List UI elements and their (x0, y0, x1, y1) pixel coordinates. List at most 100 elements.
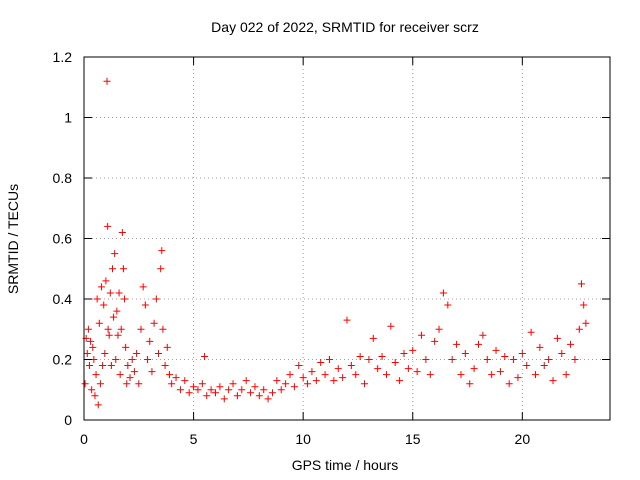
data-point-plus (95, 319, 103, 327)
data-point-plus (157, 265, 165, 273)
data-point-plus (159, 325, 167, 333)
data-point-plus (190, 383, 198, 391)
data-point-plus (118, 228, 126, 236)
data-point-plus (85, 362, 93, 370)
data-point-plus (100, 301, 108, 309)
data-point-plus (122, 343, 130, 351)
data-point-plus (400, 349, 408, 357)
y-tick-label: 0.6 (53, 231, 73, 247)
data-point-plus (361, 380, 369, 388)
data-point-plus (133, 349, 141, 357)
data-point-plus (268, 389, 276, 397)
chart-title: Day 022 of 2022, SRMTID for receiver scr… (211, 19, 479, 35)
data-point-plus (501, 352, 509, 360)
data-point-plus (115, 289, 123, 297)
data-point-plus (549, 377, 557, 385)
data-point-plus (260, 386, 268, 394)
data-point-plus (94, 401, 102, 409)
data-point-plus (580, 301, 588, 309)
x-axis-label: GPS time / hours (292, 457, 399, 473)
x-tick-label: 10 (295, 431, 311, 447)
data-point-plus (492, 346, 500, 354)
data-point-plus (483, 356, 491, 363)
data-point-plus (578, 280, 586, 288)
data-point-plus (273, 377, 281, 385)
data-point-plus (374, 365, 382, 373)
data-point-plus (365, 356, 373, 363)
data-point-plus (161, 362, 169, 370)
data-point-plus (176, 386, 184, 394)
data-point-plus (155, 349, 163, 357)
data-point-plus (84, 325, 92, 333)
data-point-plus (112, 356, 120, 363)
data-point-plus (106, 289, 114, 297)
data-point-plus (144, 356, 152, 363)
data-point-plus (233, 392, 241, 400)
data-point-plus (104, 222, 112, 230)
data-point-plus (158, 247, 166, 255)
data-point-plus (496, 368, 504, 376)
data-point-plus (510, 356, 518, 363)
data-point-plus (435, 325, 443, 333)
data-point-plus (514, 374, 522, 382)
data-point-plus (347, 362, 355, 370)
data-point-plus (387, 322, 395, 330)
data-point-plus (339, 374, 347, 382)
y-axis-label: SRMTID / TECUs (5, 184, 21, 294)
data-point-plus (107, 362, 115, 370)
data-point-plus (582, 319, 590, 327)
data-point-plus (523, 362, 531, 370)
data-point-plus (207, 386, 215, 394)
data-point-plus (229, 380, 237, 388)
data-point-plus (126, 374, 134, 382)
data-point-plus (105, 331, 113, 339)
data-point-plus (426, 371, 434, 379)
x-axis-ticks: 0 5 10 15 20 (80, 57, 530, 447)
data-point-plus (165, 371, 173, 379)
data-point-plus (91, 392, 99, 400)
data-point-plus (83, 349, 91, 357)
y-tick-label: 0.4 (53, 291, 73, 307)
data-point-plus (238, 386, 246, 394)
data-point-plus (282, 380, 290, 388)
y-axis-ticks: 0 0.2 0.4 0.6 0.8 1 1.2 (53, 49, 610, 428)
data-point-plus (225, 386, 233, 394)
data-point-plus (114, 331, 122, 339)
data-point-plus (216, 383, 224, 391)
data-point-plus (479, 331, 487, 339)
data-point-plus (121, 295, 129, 303)
data-point-plus (470, 365, 478, 373)
data-point-plus (185, 389, 193, 397)
data-point-plus (130, 368, 138, 376)
data-point-plus (308, 368, 316, 376)
data-points (81, 77, 590, 409)
data-point-plus (102, 277, 110, 285)
data-point-plus (242, 377, 250, 385)
data-point-plus (152, 295, 160, 303)
data-point-plus (255, 392, 263, 400)
data-point-plus (334, 365, 342, 373)
data-point-plus (150, 319, 158, 327)
x-tick-label: 0 (80, 431, 88, 447)
data-point-plus (137, 325, 145, 333)
data-point-plus (139, 283, 147, 291)
data-point-plus (431, 337, 439, 345)
data-point-plus (87, 337, 95, 345)
data-point-plus (356, 352, 364, 360)
y-tick-label: 1.2 (53, 49, 73, 65)
y-tick-label: 0.2 (53, 352, 73, 368)
data-point-plus (92, 371, 100, 379)
data-point-plus (382, 371, 390, 379)
data-point-plus (98, 283, 106, 291)
x-tick-label: 15 (405, 431, 421, 447)
data-point-plus (505, 380, 513, 388)
data-point-plus (123, 380, 131, 388)
data-point-plus (325, 356, 333, 363)
data-point-plus (96, 380, 104, 388)
data-point-plus (352, 371, 360, 379)
grid (84, 57, 610, 420)
data-point-plus (558, 349, 566, 357)
data-point-plus (295, 362, 303, 370)
data-point-plus (290, 383, 298, 391)
